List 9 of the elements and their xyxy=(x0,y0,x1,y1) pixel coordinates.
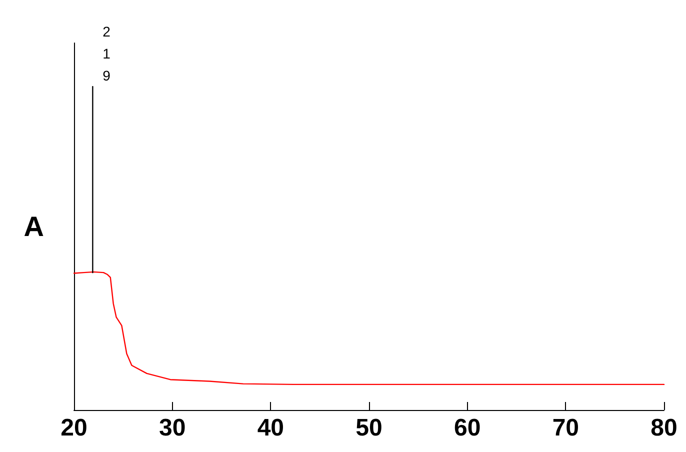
x-tick-label: 40 xyxy=(257,414,284,442)
y-axis-title: A xyxy=(24,211,44,242)
x-tick-label: 50 xyxy=(356,414,382,442)
x-tick-label: 60 xyxy=(454,414,481,442)
x-tick-label: 70 xyxy=(552,414,580,442)
annotation: 219 xyxy=(102,24,111,84)
x-tick-label: 20 xyxy=(60,414,88,442)
x-tick-label: 30 xyxy=(158,414,186,442)
x-tick-label: 80 xyxy=(650,414,678,442)
